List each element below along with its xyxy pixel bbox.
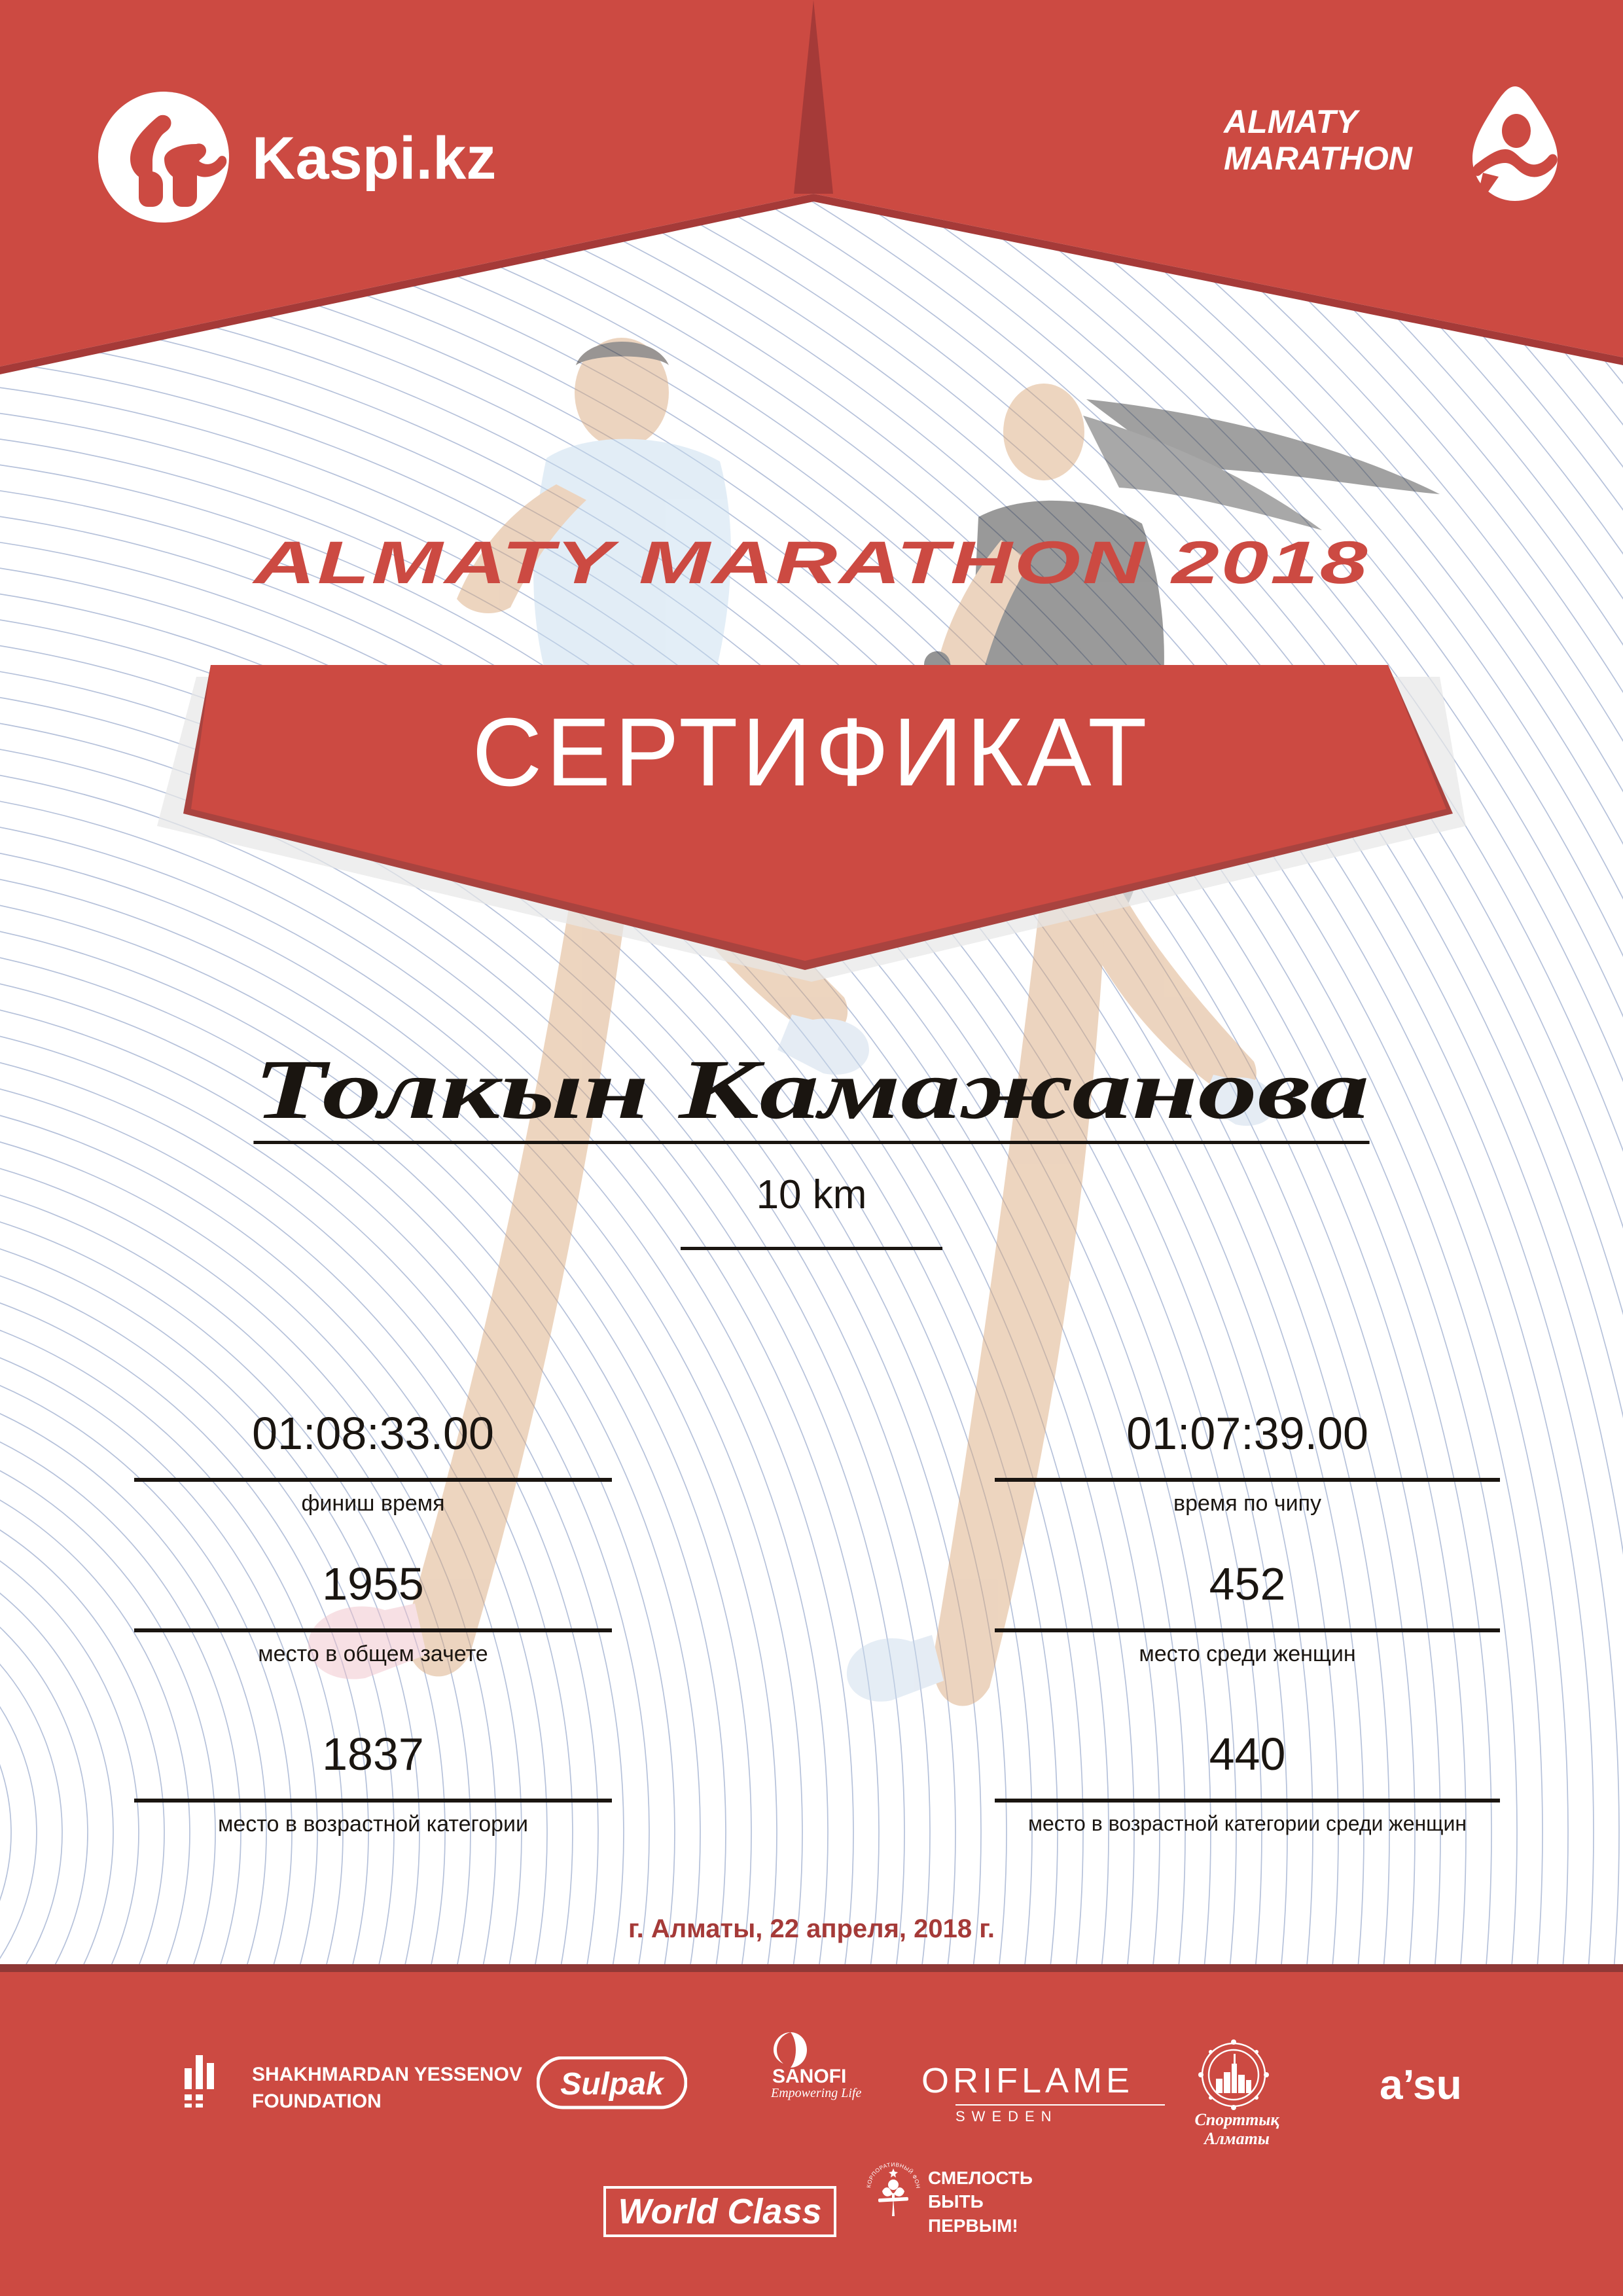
svg-text:Empowering Life: Empowering Life: [771, 2086, 861, 2100]
svg-text:SANOFI: SANOFI: [772, 2066, 846, 2087]
svg-text:Sulpak: Sulpak: [560, 2067, 665, 2102]
